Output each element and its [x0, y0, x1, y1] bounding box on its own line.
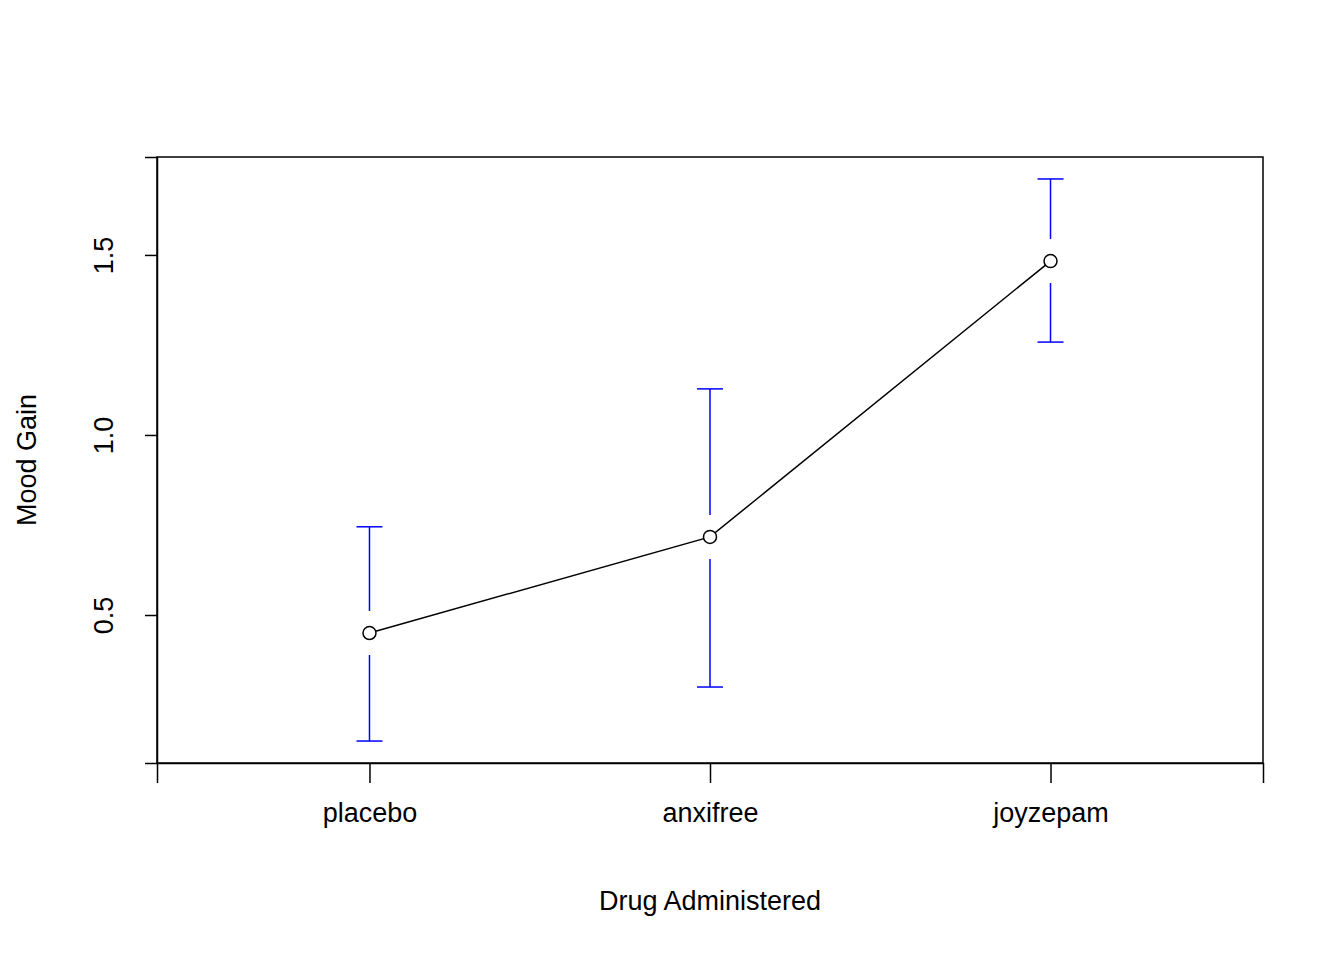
mean-point — [1044, 255, 1057, 268]
x-axis: placebo anxifree joyzepam — [158, 763, 1264, 828]
y-axis: 0.5 1.0 1.5 — [89, 158, 158, 764]
error-cap-lower — [356, 740, 382, 742]
x-axis-line — [158, 764, 1264, 784]
x-tick-label: placebo — [323, 798, 418, 828]
y-tick-label: 1.5 — [89, 237, 119, 275]
x-tick: anxifree — [662, 763, 758, 828]
x-tick: joyzepam — [992, 763, 1109, 828]
y-tick: 0.5 — [89, 597, 157, 635]
y-axis-line — [145, 158, 158, 764]
error-bar-upper — [1050, 179, 1052, 239]
error-cap-upper — [697, 388, 723, 390]
error-bar-lower — [709, 559, 711, 687]
y-tick-mark — [145, 255, 157, 257]
y-tick: 1.0 — [89, 417, 157, 455]
error-bar-lower — [1050, 283, 1052, 342]
error-cap-upper — [1038, 178, 1064, 180]
mean-point — [363, 627, 376, 640]
x-tick-label: anxifree — [662, 798, 758, 828]
error-bar-lower — [369, 655, 371, 741]
y-tick: 1.5 — [89, 237, 157, 275]
x-tick-label: joyzepam — [992, 798, 1109, 828]
chart: 0.5 1.0 1.5 placebo anxifree joyzepam Drug Adm… — [0, 0, 1344, 960]
x-tick-mark — [1050, 763, 1052, 783]
error-cap-lower — [697, 686, 723, 688]
marks — [356, 179, 1063, 741]
y-tick-mark — [145, 615, 157, 617]
y-tick-mark — [145, 435, 157, 437]
y-axis-title: Mood Gain — [12, 394, 42, 526]
y-tick-label: 1.0 — [89, 417, 119, 455]
mean-point — [704, 530, 717, 543]
error-cap-upper — [356, 526, 382, 528]
x-tick-mark — [710, 763, 712, 783]
error-cap-lower — [1038, 341, 1064, 343]
x-tick-mark — [369, 763, 371, 783]
plot-frame — [157, 157, 1263, 763]
error-bar-upper — [709, 389, 711, 515]
x-tick: placebo — [323, 763, 418, 828]
error-bar-upper — [369, 527, 371, 611]
x-axis-title: Drug Administered — [599, 886, 821, 916]
y-tick-label: 0.5 — [89, 597, 119, 635]
